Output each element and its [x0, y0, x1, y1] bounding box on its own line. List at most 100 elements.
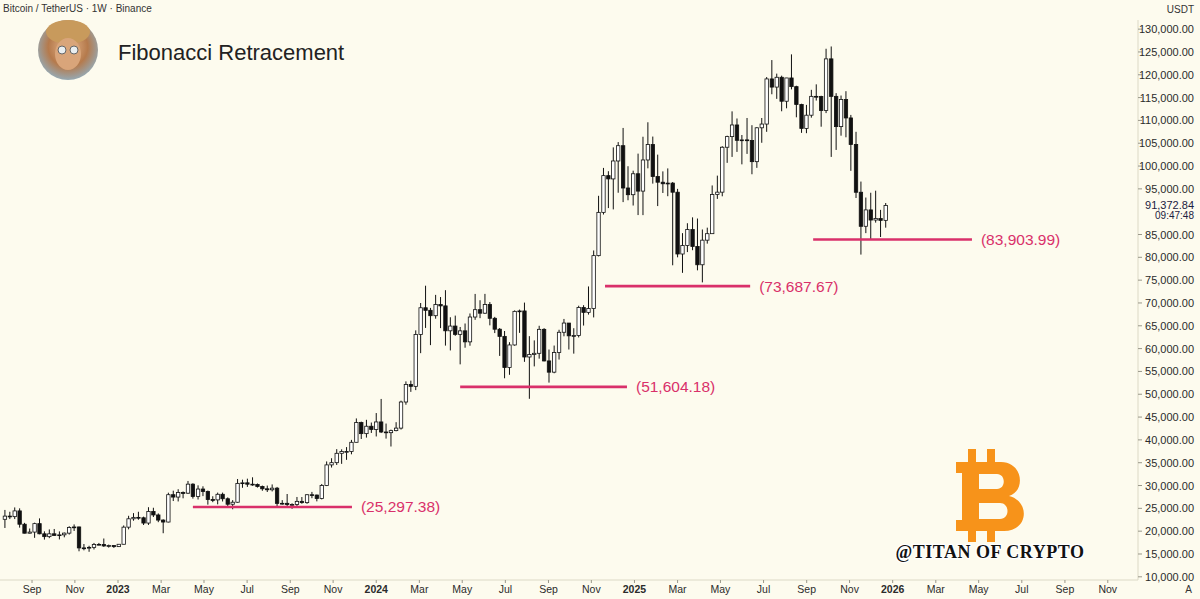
candle-wick: [529, 336, 530, 399]
candle-body-up: [68, 527, 71, 533]
candle: [626, 166, 629, 200]
candle: [72, 524, 75, 531]
candle-wick: [573, 328, 574, 353]
candle: [147, 507, 150, 525]
candle-body-down: [18, 511, 21, 524]
x-tick-label: Sep: [797, 583, 816, 595]
candle-body-up: [419, 308, 422, 335]
auto-scale-button: A: [1185, 584, 1192, 595]
candle: [33, 523, 36, 538]
candle-body-down: [161, 520, 164, 522]
candle-body-down: [152, 511, 155, 515]
candle-body-up: [330, 463, 333, 465]
y-tick-label: 80,000.00: [1145, 251, 1194, 263]
chart-title: Fibonacci Retracement: [118, 40, 344, 65]
candle-body-up: [325, 465, 328, 486]
candle-body-down: [661, 182, 664, 184]
candle-body-up: [241, 482, 244, 484]
candle: [760, 118, 763, 143]
candle-body-down: [409, 384, 412, 386]
candle-body-down: [206, 491, 209, 499]
candle: [300, 497, 303, 504]
level-line: [813, 238, 972, 241]
candle: [63, 533, 66, 538]
candle-body-up: [320, 486, 323, 499]
candle: [112, 545, 115, 548]
candle: [542, 328, 545, 361]
candle: [350, 440, 353, 454]
candle-body-up: [721, 147, 724, 192]
candle: [454, 316, 457, 336]
candle: [834, 93, 837, 150]
level-line: [605, 285, 750, 288]
last-price: 91,372.8409:47:48: [1140, 197, 1198, 222]
candle-body-up: [552, 353, 555, 373]
candle: [587, 286, 590, 314]
y-tick-label: 115,000.00: [1140, 92, 1194, 104]
candle: [449, 317, 452, 350]
candle-wick: [747, 118, 748, 154]
candle-body-down: [859, 192, 862, 226]
candle: [434, 295, 437, 319]
candle: [82, 544, 85, 550]
level-line: [193, 506, 352, 509]
x-axis: SepNov2023MarMayJulSepNov2024MarMayJulSe…: [23, 580, 1118, 595]
y-tick-label: 45,000.00: [1145, 411, 1194, 423]
candle-body-down: [854, 145, 857, 193]
candle-body-up: [196, 489, 199, 496]
candle-body-down: [142, 518, 145, 523]
candle-body-down: [790, 78, 793, 87]
candle-body-down: [691, 230, 694, 247]
y-tick-label: 105,000.00: [1139, 137, 1194, 149]
candle: [236, 479, 239, 503]
candle-body-up: [577, 308, 580, 336]
candle-wick: [717, 176, 718, 199]
y-tick: [1138, 576, 1142, 577]
candle-body-up: [117, 544, 120, 546]
candle-body-down: [77, 527, 80, 548]
candle: [696, 219, 699, 271]
candle: [577, 306, 580, 338]
candle: [365, 420, 368, 438]
annotation-labels: (25,297.38)(51,604.18)(73,687.67)(83,903…: [361, 231, 1060, 515]
candle-body-up: [874, 219, 877, 220]
candle: [384, 424, 387, 439]
candle: [681, 233, 684, 273]
candle-body-down: [493, 318, 496, 329]
y-tick: [1138, 348, 1142, 349]
candle-body-down: [444, 306, 447, 331]
candle-body-down: [82, 547, 85, 549]
candle-body-up: [122, 527, 125, 544]
candle-wick: [672, 182, 673, 265]
candle-body-down: [815, 96, 818, 98]
y-tick: [1138, 394, 1142, 395]
candle-body-up: [597, 212, 600, 255]
candle-body-down: [503, 336, 506, 367]
candle: [805, 105, 808, 133]
candle-wick: [440, 297, 441, 328]
candle: [206, 491, 209, 505]
candle-wick: [519, 310, 520, 333]
candle-body-up: [28, 532, 31, 533]
y-tick: [1138, 531, 1142, 532]
y-tick: [1138, 234, 1142, 235]
candle: [246, 479, 249, 487]
candle: [483, 294, 486, 314]
candle-body-down: [696, 246, 699, 264]
candle-body-down: [315, 495, 318, 499]
candle: [142, 517, 145, 525]
x-tick-label: Nov: [66, 583, 85, 595]
candle-body-down: [607, 176, 610, 179]
candle: [691, 217, 694, 250]
candle: [399, 401, 402, 430]
candle-body-down: [266, 488, 269, 490]
candle: [53, 529, 56, 536]
candle-body-up: [270, 488, 273, 490]
candle-body-up: [725, 137, 728, 148]
candle: [770, 60, 773, 94]
candle: [345, 447, 348, 460]
candle: [612, 147, 615, 209]
candle: [281, 500, 284, 505]
candle-body-down: [43, 534, 46, 537]
candle-body-up: [602, 176, 605, 213]
